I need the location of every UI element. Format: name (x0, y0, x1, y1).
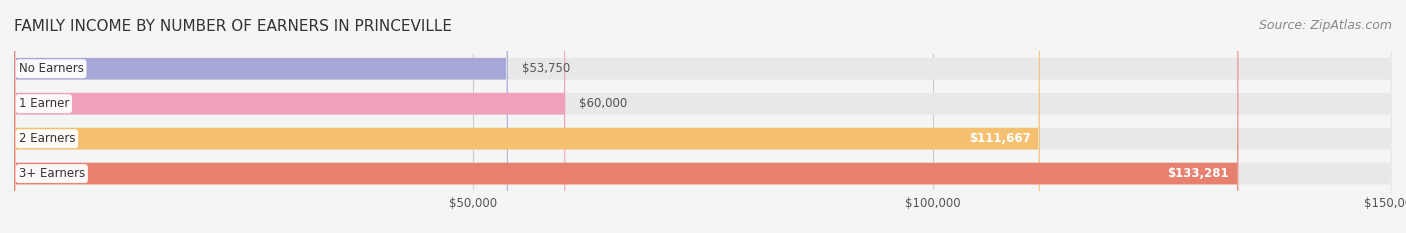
Text: Source: ZipAtlas.com: Source: ZipAtlas.com (1258, 19, 1392, 32)
FancyBboxPatch shape (14, 0, 1392, 233)
Text: $53,750: $53,750 (522, 62, 569, 75)
Text: $111,667: $111,667 (969, 132, 1031, 145)
Text: FAMILY INCOME BY NUMBER OF EARNERS IN PRINCEVILLE: FAMILY INCOME BY NUMBER OF EARNERS IN PR… (14, 19, 453, 34)
Text: 3+ Earners: 3+ Earners (18, 167, 84, 180)
FancyBboxPatch shape (14, 0, 1392, 233)
FancyBboxPatch shape (14, 0, 565, 233)
FancyBboxPatch shape (14, 0, 1239, 233)
Text: 2 Earners: 2 Earners (18, 132, 75, 145)
FancyBboxPatch shape (14, 0, 1392, 233)
FancyBboxPatch shape (14, 0, 1392, 233)
Text: $60,000: $60,000 (579, 97, 627, 110)
FancyBboxPatch shape (14, 0, 1040, 233)
Text: 1 Earner: 1 Earner (18, 97, 69, 110)
Text: No Earners: No Earners (18, 62, 83, 75)
Text: $133,281: $133,281 (1167, 167, 1229, 180)
FancyBboxPatch shape (14, 0, 508, 233)
